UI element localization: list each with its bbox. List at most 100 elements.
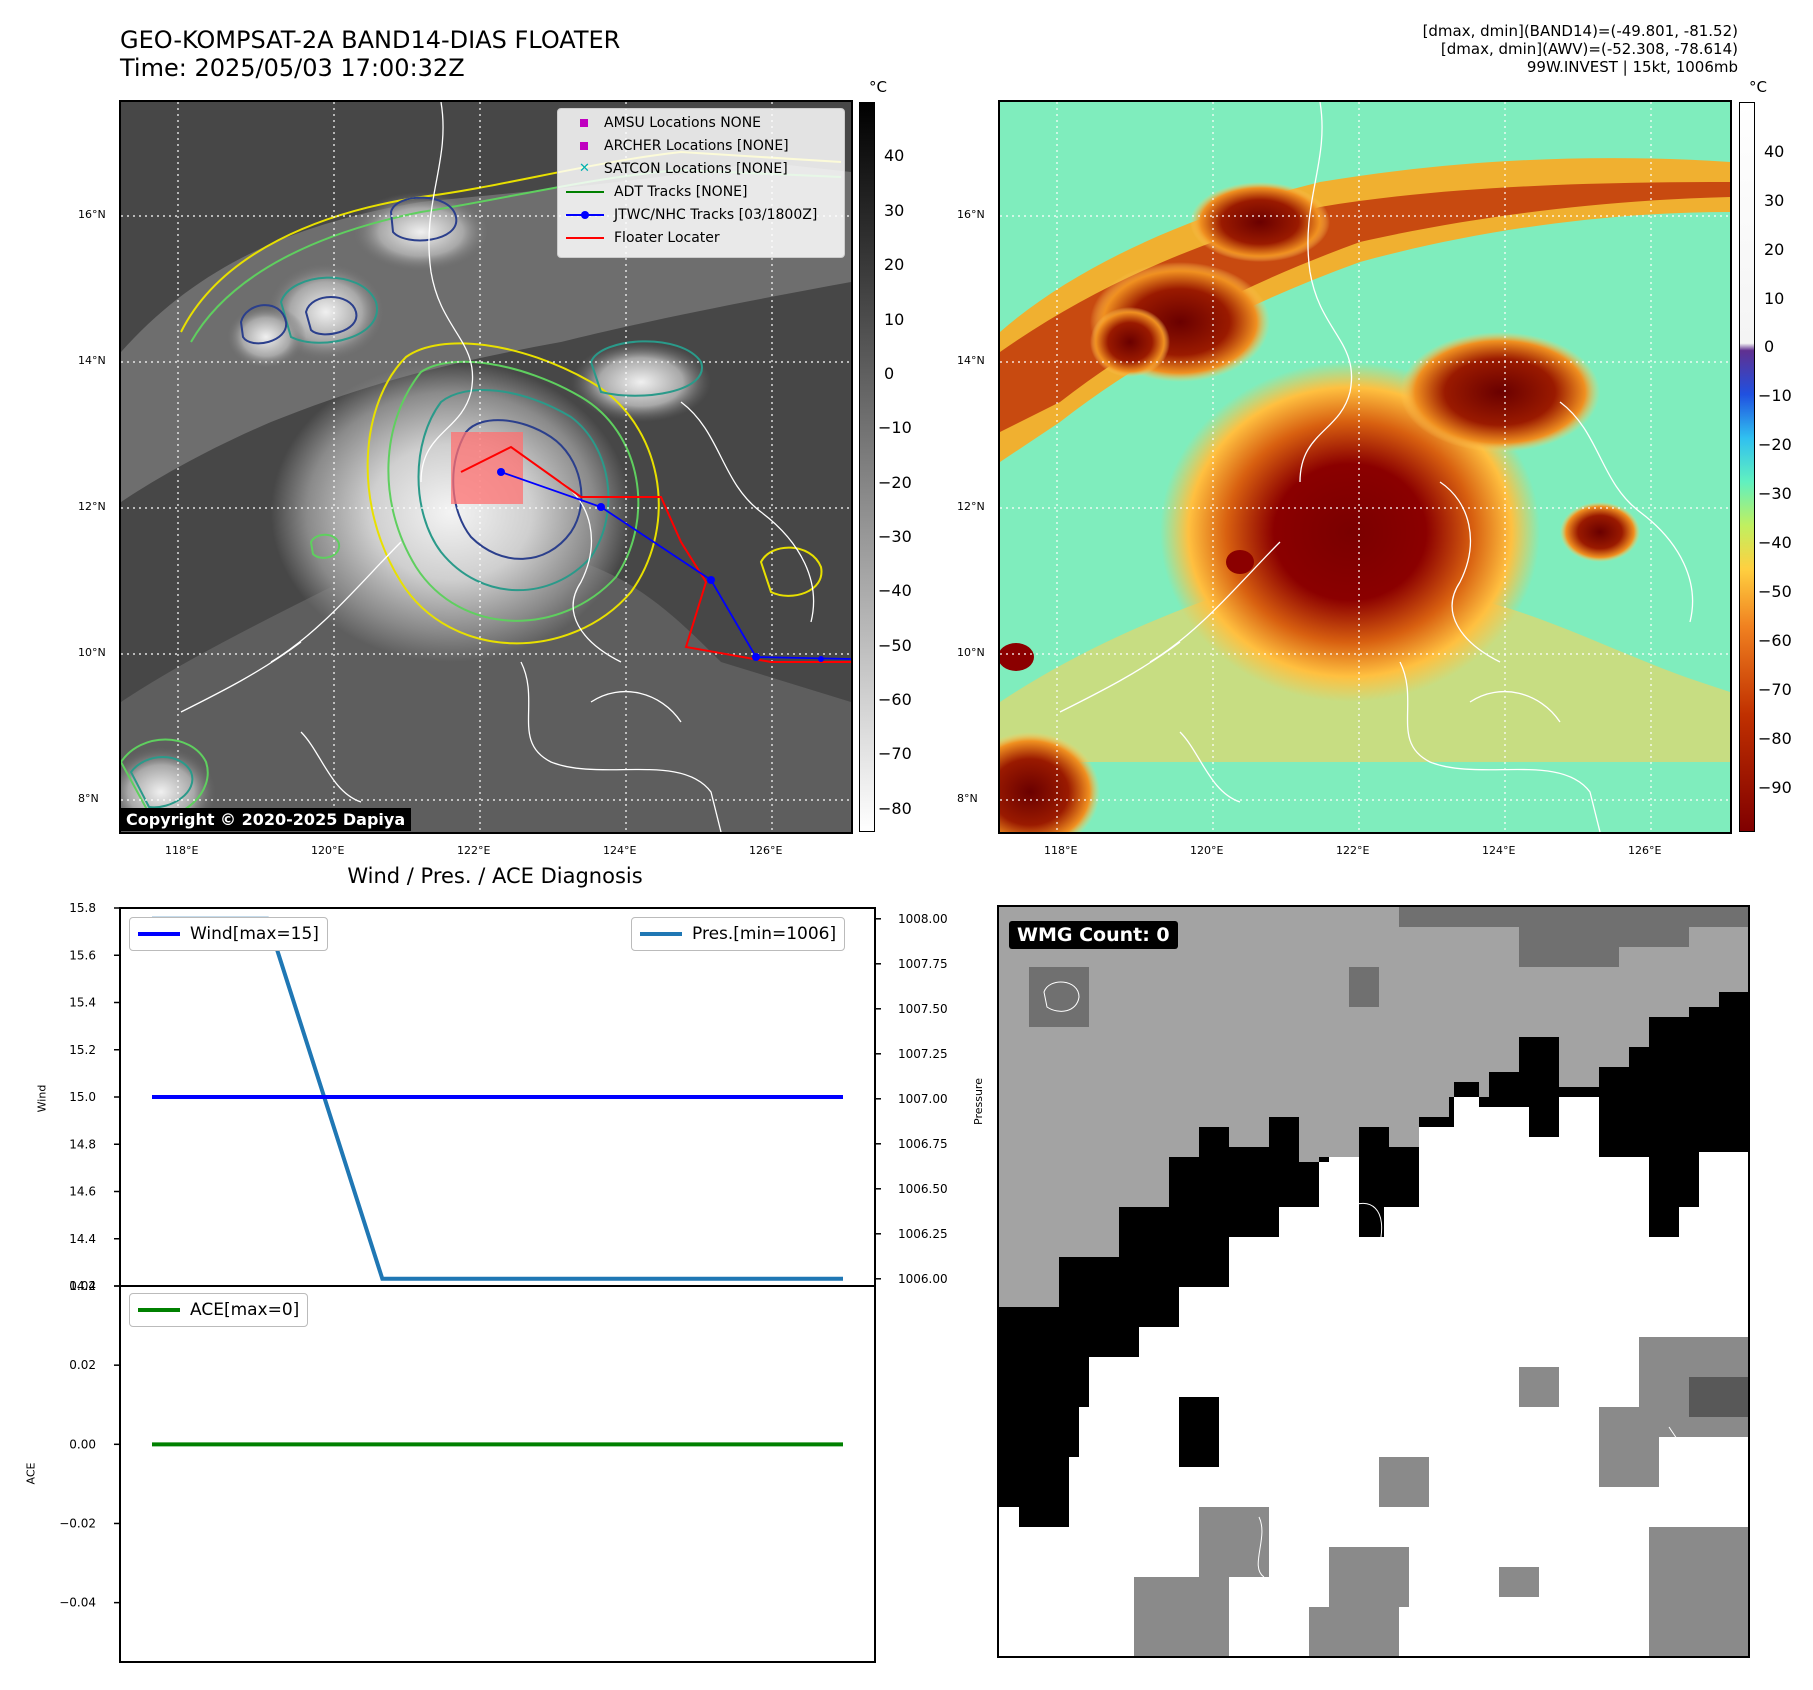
storm-info: [dmax, dmin](BAND14)=(-49.801, -81.52) [… xyxy=(1423,22,1738,76)
lat-label: 16°N xyxy=(957,208,985,221)
wind-tick-label: 15.8 xyxy=(69,901,96,915)
wind-tick-label: 14.8 xyxy=(69,1137,96,1151)
ace-tick-label: 0.00 xyxy=(69,1437,96,1451)
series-lines xyxy=(152,916,843,1447)
legend-jtwc-label: JTWC/NHC Tracks [03/1800Z] xyxy=(614,206,818,223)
lat-label: 10°N xyxy=(78,646,106,659)
info-storm-summary: 99W.INVEST | 15kt, 1006mb xyxy=(1526,58,1738,76)
diagnosis-chart: 14.2 14.4 14.6 14.8 15.0 15.2 15.4 15.6 15.8 100… xyxy=(59,901,948,1663)
pressure-tick-label: 1006.25 xyxy=(898,1227,948,1241)
ir-colorbar xyxy=(859,102,875,832)
wind-tick-label: 14.6 xyxy=(69,1185,96,1199)
colorbar-tick: 20 xyxy=(884,255,905,274)
legend-archer-label: ARCHER Locations [NONE] xyxy=(604,137,789,154)
colorbar-tick: −10 xyxy=(1758,386,1792,405)
lat-label: 14°N xyxy=(78,354,106,367)
lon-label: 120°E xyxy=(1190,844,1224,857)
legend-amsu-label: AMSU Locations NONE xyxy=(604,114,762,131)
colorbar-tick: −50 xyxy=(878,636,912,655)
lat-label: 16°N xyxy=(78,208,106,221)
colorbar-tick: −30 xyxy=(1758,484,1792,503)
info-awv-range: [dmax, dmin](AWV)=(-52.308, -78.614) xyxy=(1440,40,1738,58)
lon-label: 124°E xyxy=(603,844,637,857)
lon-label: 118°E xyxy=(165,844,199,857)
pressure-tick-label: 1007.75 xyxy=(898,957,948,971)
jtwc-track-points xyxy=(497,468,824,662)
wind-tick-label: 15.2 xyxy=(69,1043,96,1057)
title-satellite: GEO-KOMPSAT-2A BAND14-DIAS FLOATER xyxy=(120,26,621,54)
ace-tick-label: 0.04 xyxy=(69,1279,96,1293)
floater-track xyxy=(460,445,851,663)
pressure-y-ticks: 1006.00 1006.25 1006.50 1006.75 1007.00 1007.… xyxy=(875,912,948,1286)
colorbar-tick: −30 xyxy=(878,527,912,546)
lat-label: 8°N xyxy=(78,792,99,805)
legend-floater: Floater Locater xyxy=(558,226,844,249)
colorbar-tick: 30 xyxy=(1764,191,1785,210)
colorbar-tick: −10 xyxy=(878,418,912,437)
wind-y-ticks: 14.2 14.4 14.6 14.8 15.0 15.2 15.4 15.6 15.8 xyxy=(69,901,120,1293)
colorbar-tick: −40 xyxy=(878,581,912,600)
colorbar-tick: −70 xyxy=(1758,680,1792,699)
figure-title: GEO-KOMPSAT-2A BAND14-DIAS FLOATER Time:… xyxy=(120,26,620,82)
wind-axis-label: Wind xyxy=(35,1084,49,1113)
diagnosis-title: Wind / Pres. / ACE Diagnosis xyxy=(347,864,643,888)
line-marker-icon xyxy=(138,1308,180,1312)
colorbar-tick: −20 xyxy=(878,473,912,492)
line-dot-marker-icon xyxy=(566,210,604,219)
colorbar-tick: 40 xyxy=(884,146,905,165)
colorbar-tick: 0 xyxy=(884,364,895,383)
ace-tick-label: −0.04 xyxy=(59,1596,96,1610)
line-marker-icon xyxy=(138,932,180,936)
pressure-tick-label: 1008.00 xyxy=(898,912,948,926)
lon-label: 126°E xyxy=(749,844,783,857)
ace-axis-label: ACE xyxy=(24,1462,38,1485)
awv-colorbar-unit: °C xyxy=(1749,78,1767,96)
lat-label: 8°N xyxy=(957,792,978,805)
colorbar-tick: 10 xyxy=(884,310,905,329)
colorbar-tick: 0 xyxy=(1764,337,1775,356)
colorbar-tick: −70 xyxy=(878,744,912,763)
pressure-tick-label: 1006.50 xyxy=(898,1182,948,1196)
line-marker-icon xyxy=(566,236,604,239)
awv-map-image xyxy=(1000,102,1730,832)
colorbar-tick: −40 xyxy=(1758,533,1792,552)
pressure-tick-label: 1007.00 xyxy=(898,1092,948,1106)
lon-label: 126°E xyxy=(1628,844,1662,857)
legend-satcon: ✕ SATCON Locations [NONE] xyxy=(558,157,844,180)
wind-tick-label: 14.4 xyxy=(69,1232,96,1246)
wmg-image xyxy=(999,907,1748,1656)
colorbar-tick: 40 xyxy=(1764,142,1785,161)
x-marker-icon: ✕ xyxy=(579,161,590,176)
pressure-legend: Pres.[min=1006] xyxy=(631,917,846,951)
pressure-tick-label: 1007.25 xyxy=(898,1047,948,1061)
lon-label: 118°E xyxy=(1044,844,1078,857)
colorbar-tick: −60 xyxy=(1758,631,1792,650)
square-marker-icon xyxy=(580,141,588,150)
wmg-count-badge: WMG Count: 0 xyxy=(1009,921,1178,949)
legend-satcon-label: SATCON Locations [NONE] xyxy=(603,160,788,177)
wind-tick-label: 15.6 xyxy=(69,948,96,962)
wind-tick-label: 14.2 xyxy=(69,1279,96,1293)
awv-map-panel xyxy=(998,100,1732,834)
pressure-tick-label: 1006.75 xyxy=(898,1137,948,1151)
lon-label: 122°E xyxy=(457,844,491,857)
ace-legend-label: ACE[max=0] xyxy=(190,1300,300,1320)
wmg-panel xyxy=(997,905,1750,1658)
pressure-axis-label: Pressure xyxy=(971,1078,985,1125)
wind-tick-label: 15.0 xyxy=(69,1090,96,1104)
colorbar-tick: 30 xyxy=(884,201,905,220)
colorbar-tick: −90 xyxy=(1758,778,1792,797)
colorbar-tick: 20 xyxy=(1764,240,1785,259)
line-marker-icon xyxy=(566,190,604,193)
lat-label: 12°N xyxy=(78,500,106,513)
lon-label: 122°E xyxy=(1336,844,1370,857)
lat-label: 12°N xyxy=(957,500,985,513)
colorbar-tick: −20 xyxy=(1758,435,1792,454)
colorbar-tick: −80 xyxy=(1758,729,1792,748)
legend-adt-label: ADT Tracks [NONE] xyxy=(614,183,748,200)
legend-archer: ARCHER Locations [NONE] xyxy=(558,134,844,157)
square-marker-icon xyxy=(580,118,588,127)
wind-tick-label: 15.4 xyxy=(69,996,96,1010)
map-legend: AMSU Locations NONE ARCHER Locations [NO… xyxy=(557,108,845,258)
ace-tick-label: 0.02 xyxy=(69,1358,96,1372)
